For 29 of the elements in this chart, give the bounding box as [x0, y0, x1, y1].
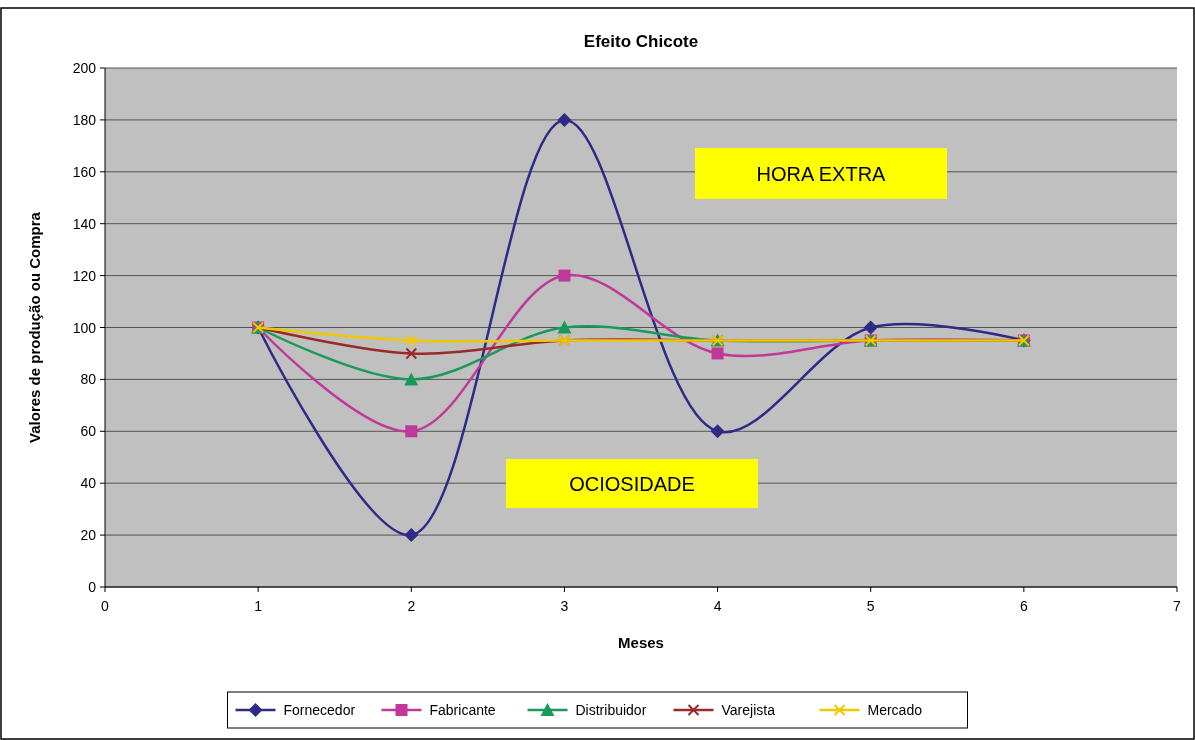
y-tick-label: 120: [72, 267, 97, 284]
x-tick-label: 3: [560, 598, 569, 614]
chart-title: Efeito Chicote: [583, 32, 699, 51]
x-tick-label: 6: [1019, 598, 1028, 614]
y-tick-label: 20: [80, 527, 97, 544]
x-tick-label: 0: [101, 598, 110, 614]
x-tick-label: 1: [254, 598, 263, 614]
y-tick-label: 180: [72, 111, 97, 128]
y-tick-label: 200: [72, 60, 97, 76]
y-axis-title: Valores de produção ou Compra: [26, 211, 43, 443]
x-tick-label: 7: [1173, 598, 1182, 614]
y-tick-label: 60: [80, 423, 97, 440]
y-tick-label: 100: [72, 319, 97, 336]
y-tick-label: 40: [80, 475, 97, 492]
y-tick-label: 160: [72, 163, 97, 180]
legend-label: Fornecedor: [283, 702, 356, 718]
legend-label: Fabricante: [429, 702, 496, 718]
legend-label: Distribuidor: [575, 702, 647, 718]
x-tick-label: 5: [866, 598, 875, 614]
x-tick-label: 4: [713, 598, 722, 614]
annotation: OCIOSIDADE: [569, 472, 695, 495]
y-tick-label: 140: [72, 215, 97, 232]
x-tick-label: 2: [407, 598, 416, 614]
legend-label: Varejista: [721, 702, 776, 718]
y-tick-label: 0: [88, 579, 97, 595]
legend-label: Mercado: [867, 702, 923, 718]
x-axis-title: Meses: [618, 634, 664, 651]
y-tick-label: 80: [80, 371, 97, 388]
annotation: HORA EXTRA: [756, 162, 887, 185]
